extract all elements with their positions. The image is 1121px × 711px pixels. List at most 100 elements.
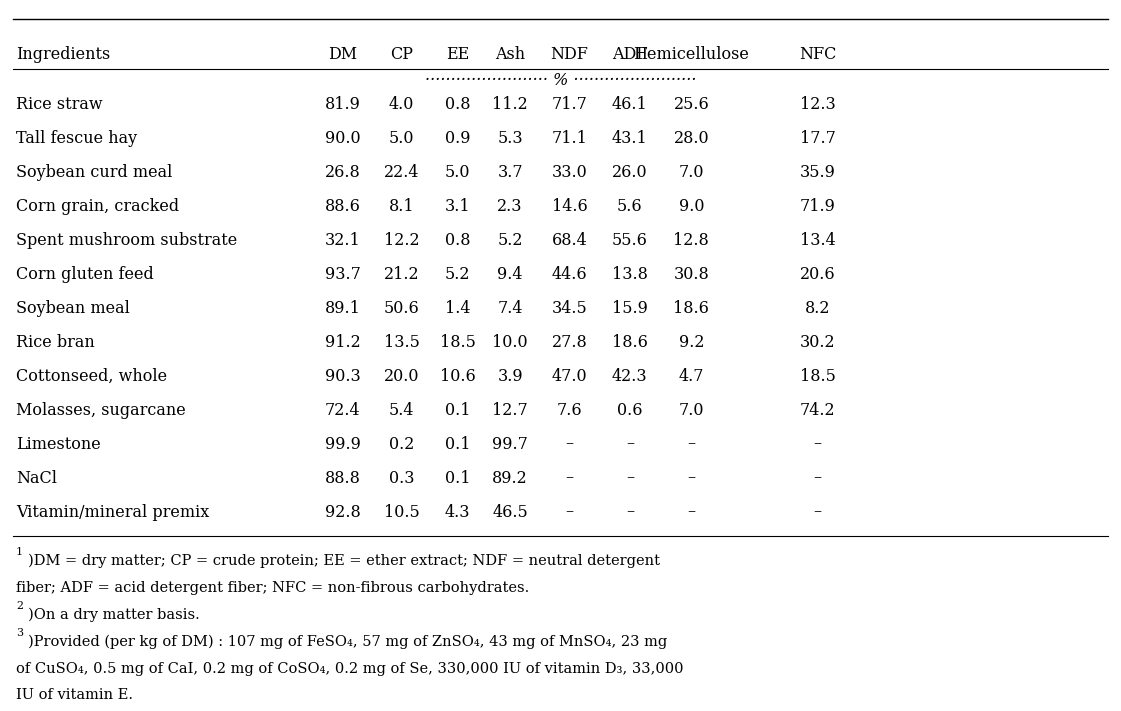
Text: 18.5: 18.5	[799, 368, 835, 385]
Text: 2: 2	[16, 602, 22, 611]
Text: Rice bran: Rice bran	[16, 333, 94, 351]
Text: Corn gluten feed: Corn gluten feed	[16, 265, 154, 282]
Text: 1: 1	[16, 547, 24, 557]
Text: 15.9: 15.9	[612, 299, 648, 316]
Text: )DM = dry matter; CP = crude protein; EE = ether extract; NDF = neutral detergen: )DM = dry matter; CP = crude protein; EE…	[28, 554, 660, 568]
Text: Molasses, sugarcane: Molasses, sugarcane	[16, 402, 186, 419]
Text: NFC: NFC	[799, 46, 836, 63]
Text: 44.6: 44.6	[552, 265, 587, 282]
Text: 5.3: 5.3	[498, 129, 524, 146]
Text: 7.0: 7.0	[678, 402, 704, 419]
Text: 7.0: 7.0	[678, 164, 704, 181]
Text: –: –	[565, 469, 574, 486]
Text: 34.5: 34.5	[552, 299, 587, 316]
Text: 55.6: 55.6	[612, 232, 648, 249]
Text: 0.8: 0.8	[445, 232, 471, 249]
Text: 5.0: 5.0	[389, 129, 415, 146]
Text: –: –	[687, 503, 695, 520]
Text: –: –	[626, 503, 633, 520]
Text: 11.2: 11.2	[492, 95, 528, 112]
Text: 4.0: 4.0	[389, 95, 415, 112]
Text: Ash: Ash	[495, 46, 526, 63]
Text: 4.7: 4.7	[678, 368, 704, 385]
Text: 43.1: 43.1	[612, 129, 648, 146]
Text: 18.6: 18.6	[674, 299, 710, 316]
Text: of CuSO₄, 0.5 mg of CaI, 0.2 mg of CoSO₄, 0.2 mg of Se, 330,000 IU of vitamin D₃: of CuSO₄, 0.5 mg of CaI, 0.2 mg of CoSO₄…	[16, 661, 684, 675]
Text: 5.2: 5.2	[498, 232, 522, 249]
Text: –: –	[814, 503, 822, 520]
Text: 91.2: 91.2	[325, 333, 360, 351]
Text: 14.6: 14.6	[552, 198, 587, 215]
Text: 27.8: 27.8	[552, 333, 587, 351]
Text: 5.0: 5.0	[445, 164, 471, 181]
Text: 17.7: 17.7	[799, 129, 835, 146]
Text: 89.1: 89.1	[324, 299, 360, 316]
Text: 81.9: 81.9	[324, 95, 360, 112]
Text: –: –	[687, 436, 695, 452]
Text: NaCl: NaCl	[16, 469, 57, 486]
Text: 3.9: 3.9	[498, 368, 524, 385]
Text: Spent mushroom substrate: Spent mushroom substrate	[16, 232, 238, 249]
Text: 4.3: 4.3	[445, 503, 471, 520]
Text: –: –	[626, 436, 633, 452]
Text: 12.7: 12.7	[492, 402, 528, 419]
Text: 13.4: 13.4	[799, 232, 835, 249]
Text: 7.6: 7.6	[557, 402, 582, 419]
Text: 71.9: 71.9	[799, 198, 835, 215]
Text: 3: 3	[16, 628, 24, 638]
Text: 22.4: 22.4	[385, 164, 419, 181]
Text: 21.2: 21.2	[383, 265, 419, 282]
Text: 47.0: 47.0	[552, 368, 587, 385]
Text: 30.2: 30.2	[800, 333, 835, 351]
Text: )Provided (per kg of DM) : 107 mg of FeSO₄, 57 mg of ZnSO₄, 43 mg of MnSO₄, 23 m: )Provided (per kg of DM) : 107 mg of FeS…	[28, 634, 667, 649]
Text: 74.2: 74.2	[800, 402, 835, 419]
Text: 13.8: 13.8	[612, 265, 648, 282]
Text: 28.0: 28.0	[674, 129, 710, 146]
Text: 10.5: 10.5	[383, 503, 419, 520]
Text: 0.1: 0.1	[445, 469, 471, 486]
Text: EE: EE	[446, 46, 470, 63]
Text: 9.2: 9.2	[678, 333, 704, 351]
Text: 46.1: 46.1	[612, 95, 648, 112]
Text: 90.0: 90.0	[325, 129, 360, 146]
Text: 5.4: 5.4	[389, 402, 415, 419]
Text: Cottonseed, whole: Cottonseed, whole	[16, 368, 167, 385]
Text: 89.2: 89.2	[492, 469, 528, 486]
Text: 13.5: 13.5	[383, 333, 419, 351]
Text: 0.1: 0.1	[445, 436, 471, 452]
Text: 1.4: 1.4	[445, 299, 471, 316]
Text: 10.0: 10.0	[492, 333, 528, 351]
Text: 71.1: 71.1	[552, 129, 587, 146]
Text: DM: DM	[327, 46, 356, 63]
Text: 8.1: 8.1	[389, 198, 415, 215]
Text: 26.0: 26.0	[612, 164, 648, 181]
Text: 30.8: 30.8	[674, 265, 710, 282]
Text: 88.6: 88.6	[324, 198, 360, 215]
Text: 18.6: 18.6	[612, 333, 648, 351]
Text: NDF: NDF	[550, 46, 589, 63]
Text: 0.8: 0.8	[445, 95, 471, 112]
Text: 90.3: 90.3	[325, 368, 360, 385]
Text: 71.7: 71.7	[552, 95, 587, 112]
Text: 99.9: 99.9	[324, 436, 360, 452]
Text: Rice straw: Rice straw	[16, 95, 102, 112]
Text: 2.3: 2.3	[498, 198, 522, 215]
Text: 0.2: 0.2	[389, 436, 415, 452]
Text: Corn grain, cracked: Corn grain, cracked	[16, 198, 179, 215]
Text: 68.4: 68.4	[552, 232, 587, 249]
Text: 9.0: 9.0	[678, 198, 704, 215]
Text: 99.7: 99.7	[492, 436, 528, 452]
Text: 0.6: 0.6	[617, 402, 642, 419]
Text: 26.8: 26.8	[325, 164, 360, 181]
Text: Soybean curd meal: Soybean curd meal	[16, 164, 173, 181]
Text: –: –	[565, 436, 574, 452]
Text: 12.3: 12.3	[799, 95, 835, 112]
Text: )On a dry matter basis.: )On a dry matter basis.	[28, 607, 200, 622]
Text: 20.6: 20.6	[800, 265, 835, 282]
Text: –: –	[565, 503, 574, 520]
Text: –: –	[626, 469, 633, 486]
Text: –: –	[687, 469, 695, 486]
Text: 0.9: 0.9	[445, 129, 471, 146]
Text: 20.0: 20.0	[385, 368, 419, 385]
Text: 9.4: 9.4	[498, 265, 522, 282]
